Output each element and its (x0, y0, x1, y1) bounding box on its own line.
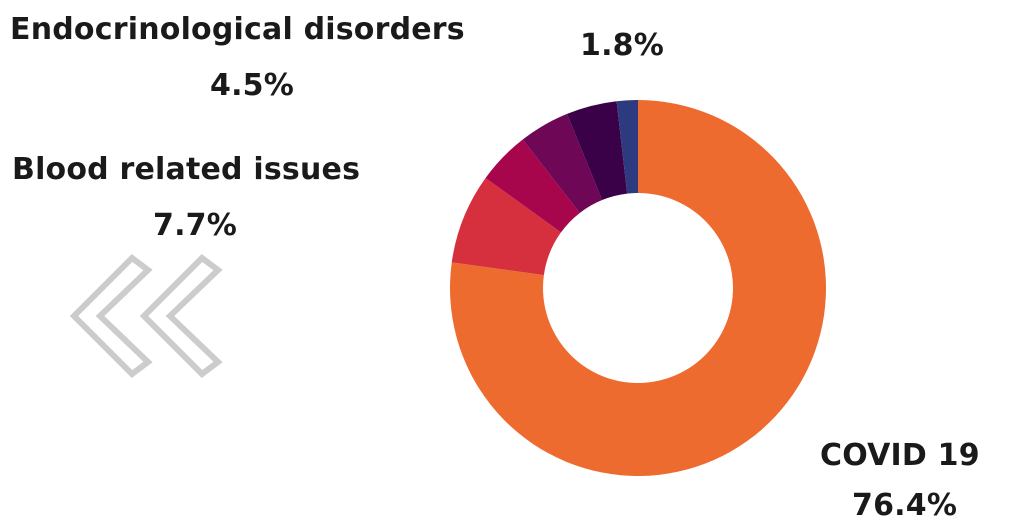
endocrine-value-label: 4.5% (210, 68, 295, 103)
donut-slice-2 (485, 139, 580, 233)
donut-slice-5 (616, 100, 638, 194)
covid-value-label: 76.4% (852, 488, 958, 523)
blood-value-label: 7.7% (153, 208, 238, 243)
small-slice-value-label: 1.8% (580, 28, 665, 63)
endocrine-label: Endocrinological disorders (10, 12, 465, 47)
donut-slice-1 (451, 177, 561, 276)
donut-slice-0 (449, 100, 826, 477)
donut-slice-3 (522, 113, 603, 213)
blood-label: Blood related issues (12, 152, 361, 187)
covid-label: COVID 19 (820, 438, 980, 473)
donut-slice-4 (567, 101, 628, 201)
double-chevron-left-icon (70, 254, 223, 378)
